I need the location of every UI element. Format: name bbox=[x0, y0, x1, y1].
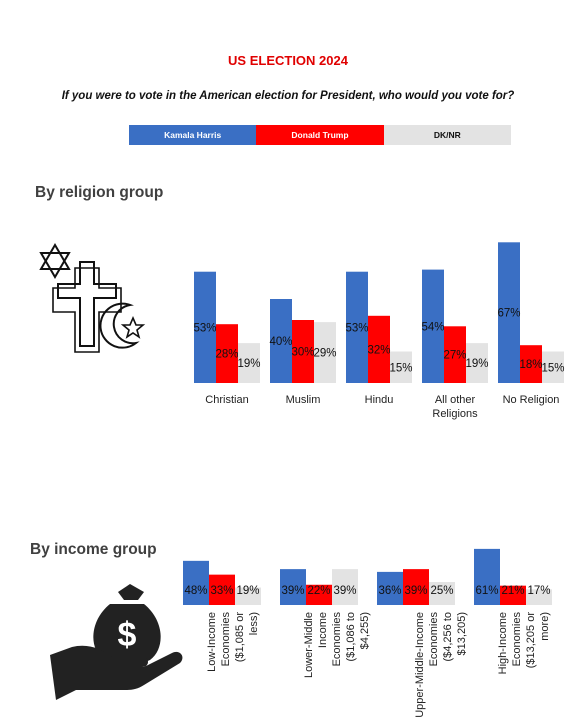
bar-kamala-harris-muslim bbox=[270, 299, 292, 383]
data-label: 17% bbox=[527, 585, 550, 597]
data-label: 27% bbox=[443, 350, 466, 362]
category-label: Economies bbox=[331, 612, 343, 667]
bar-dk-nr-upper-middle-income-economies-4-256-to-13-205 bbox=[429, 582, 455, 605]
bar-donald-trump-upper-middle-income-economies-4-256-to-13-205 bbox=[403, 569, 429, 605]
data-label: 19% bbox=[237, 358, 260, 370]
category-label: Economies bbox=[220, 612, 232, 667]
data-label: 15% bbox=[541, 362, 564, 374]
bar-kamala-harris-upper-middle-income-economies-4-256-to-13-205 bbox=[377, 571, 403, 605]
income-section-title: By income group bbox=[30, 541, 157, 558]
bar-kamala-harris-all-other-religions bbox=[422, 269, 444, 383]
category-label: All other bbox=[435, 394, 476, 406]
bar-donald-trump-low-income-economies-1-085-or-less bbox=[209, 574, 235, 605]
legend-item-trump: Donald Trump bbox=[256, 125, 384, 145]
data-label: 67% bbox=[497, 308, 520, 320]
bar-kamala-harris-lower-middle-income-economies-1-086-to-4-255 bbox=[280, 569, 306, 605]
data-label: 33% bbox=[210, 585, 233, 597]
category-label: Low-Income bbox=[206, 612, 218, 672]
bar-donald-trump-hindu bbox=[368, 315, 390, 383]
bar-dk-nr-high-income-economies-13-205-or-more bbox=[526, 589, 552, 605]
category-label: ($1,086 to bbox=[345, 612, 357, 662]
category-label: more) bbox=[539, 612, 551, 641]
data-label: 19% bbox=[465, 358, 488, 370]
bar-dk-nr-muslim bbox=[314, 322, 336, 383]
data-label: 18% bbox=[519, 359, 542, 371]
bar-dk-nr-low-income-economies-1-085-or-less bbox=[235, 587, 261, 605]
category-label: ($13,205 or bbox=[525, 612, 537, 669]
data-label: 39% bbox=[404, 585, 427, 597]
data-label: 30% bbox=[291, 347, 314, 359]
bar-kamala-harris-high-income-economies-13-205-or-more bbox=[474, 548, 500, 605]
data-label: 53% bbox=[345, 322, 368, 334]
category-label: Religions bbox=[432, 408, 478, 420]
category-label: $13,205) bbox=[456, 612, 468, 655]
data-label: 53% bbox=[193, 322, 216, 334]
category-label: High-Income bbox=[497, 612, 509, 674]
chart-title: US ELECTION 2024 bbox=[228, 53, 348, 68]
legend: Kamala Harris Donald Trump DK/NR bbox=[129, 125, 511, 145]
data-label: 22% bbox=[307, 585, 330, 597]
bar-dk-nr-all-other-religions bbox=[466, 343, 488, 383]
bar-donald-trump-all-other-religions bbox=[444, 326, 466, 383]
category-label: Economies bbox=[511, 612, 523, 667]
category-label: less) bbox=[248, 612, 260, 635]
data-label: 39% bbox=[281, 585, 304, 597]
category-label: No Religion bbox=[503, 394, 560, 406]
legend-item-dknr: DK/NR bbox=[383, 125, 511, 145]
data-label: 25% bbox=[430, 585, 453, 597]
data-label: 39% bbox=[333, 585, 356, 597]
data-label: 28% bbox=[215, 349, 238, 361]
category-label: $4,255) bbox=[359, 612, 371, 649]
bar-dk-nr-christian bbox=[238, 343, 260, 383]
category-label: Christian bbox=[205, 394, 248, 406]
category-label: ($4,256 to bbox=[442, 612, 454, 662]
data-label: 19% bbox=[236, 585, 259, 597]
data-label: 36% bbox=[378, 585, 401, 597]
bar-kamala-harris-low-income-economies-1-085-or-less bbox=[183, 560, 209, 605]
category-label: Muslim bbox=[286, 394, 321, 406]
category-label: Upper-Middle-Income bbox=[414, 612, 426, 718]
bar-dk-nr-no-religion bbox=[542, 351, 564, 383]
legend-item-harris: Kamala Harris bbox=[129, 125, 257, 145]
bar-kamala-harris-christian bbox=[194, 271, 216, 383]
bar-donald-trump-lower-middle-income-economies-1-086-to-4-255 bbox=[306, 584, 332, 605]
bar-donald-trump-high-income-economies-13-205-or-more bbox=[500, 585, 526, 605]
bar-donald-trump-christian bbox=[216, 324, 238, 383]
category-label: Economies bbox=[428, 612, 440, 667]
data-label: 32% bbox=[367, 344, 390, 356]
category-label: Income bbox=[317, 612, 329, 648]
data-label: 54% bbox=[421, 321, 444, 333]
data-label: 48% bbox=[184, 585, 207, 597]
religion-section-title: By religion group bbox=[35, 184, 164, 201]
bar-kamala-harris-no-religion bbox=[498, 242, 520, 383]
data-label: 29% bbox=[313, 348, 336, 360]
data-label: 15% bbox=[389, 362, 412, 374]
category-label: Lower-Middle bbox=[303, 612, 315, 678]
bar-dk-nr-hindu bbox=[390, 351, 412, 383]
bar-dk-nr-lower-middle-income-economies-1-086-to-4-255 bbox=[332, 569, 358, 605]
data-label: 40% bbox=[269, 336, 292, 348]
category-label: ($1,085 or bbox=[234, 612, 246, 662]
data-label: 61% bbox=[475, 585, 498, 597]
bar-kamala-harris-hindu bbox=[346, 271, 368, 383]
data-label: 21% bbox=[501, 585, 524, 597]
category-label: Hindu bbox=[365, 394, 394, 406]
survey-question: If you were to vote in the American elec… bbox=[61, 90, 515, 102]
bar-donald-trump-muslim bbox=[292, 320, 314, 383]
bar-donald-trump-no-religion bbox=[520, 345, 542, 383]
